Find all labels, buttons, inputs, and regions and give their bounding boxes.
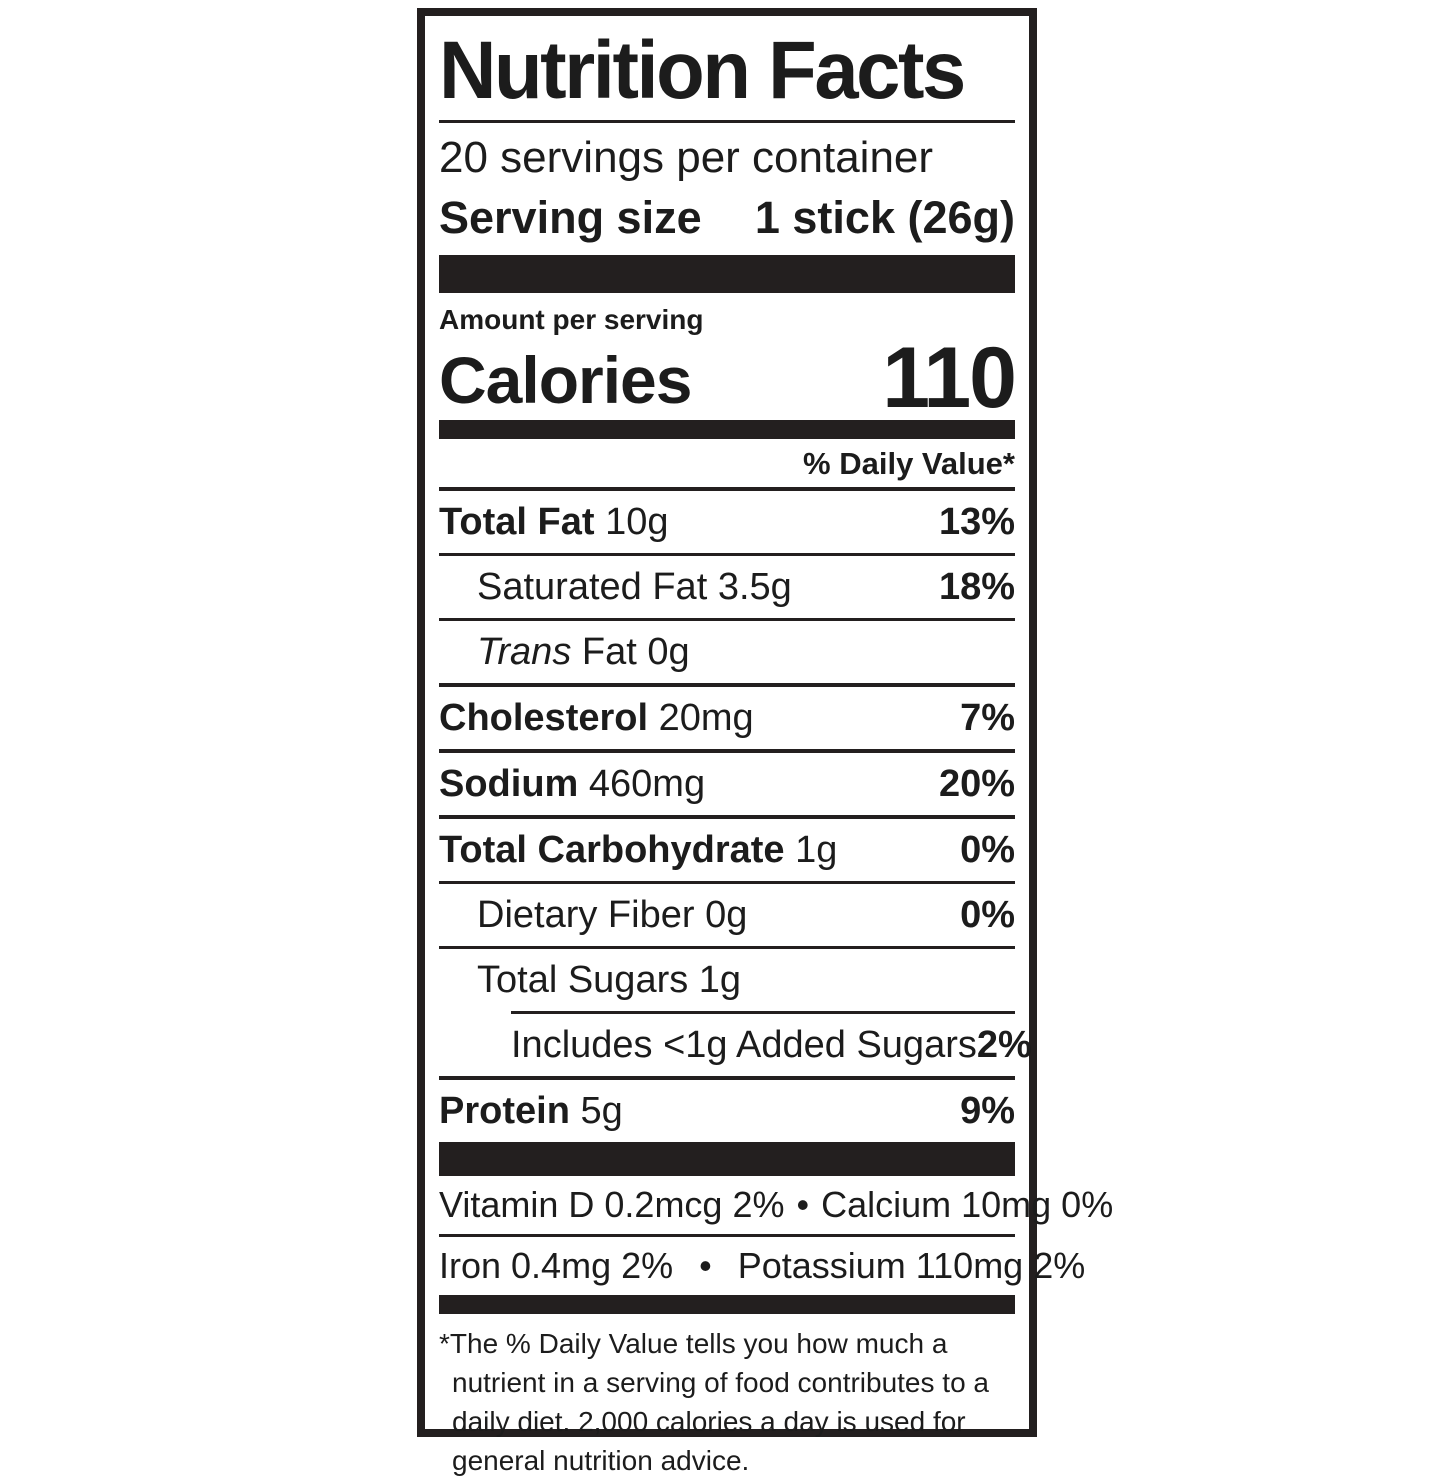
trans-fat-name: Trans Fat 0g bbox=[477, 631, 690, 673]
daily-value-header: % Daily Value* bbox=[803, 446, 1015, 481]
iron-value: Iron 0.4mg 2% bbox=[439, 1245, 674, 1286]
potassium-value: Potassium 110mg 2% bbox=[737, 1245, 1086, 1286]
calories-row: Calories 110 bbox=[439, 330, 1017, 426]
serving-size-row: Serving size 1 stick (26g) bbox=[439, 189, 1015, 255]
cholesterol-name: Cholesterol 20mg bbox=[439, 697, 754, 739]
dietary-fiber-name: Dietary Fiber 0g bbox=[477, 894, 748, 936]
protein-dv: 9% bbox=[960, 1090, 1015, 1132]
rule-after-trans-fat bbox=[439, 683, 1015, 687]
calories-value: 110 bbox=[882, 330, 1017, 426]
bar-after-micronutrients bbox=[439, 1295, 1015, 1314]
thick-bar-after-serving-size bbox=[439, 255, 1015, 293]
total-fat-dv: 13% bbox=[938, 501, 1015, 543]
bar-under-calories bbox=[439, 420, 1015, 439]
nutrition-facts-inner: Nutrition Facts 20 servings per containe… bbox=[425, 22, 1113, 1476]
amount-per-serving-label: Amount per serving bbox=[439, 304, 704, 335]
dietary-fiber-dv: 0% bbox=[960, 894, 1015, 936]
row-sodium: Sodium 460mg 20% bbox=[439, 753, 1015, 815]
rule-after-total-carbohydrate bbox=[439, 881, 1015, 884]
rule-between-micronutrient-rows bbox=[439, 1234, 1015, 1237]
servings-per-container: 20 servings per container bbox=[439, 133, 934, 182]
row-protein: Protein 5g 9% bbox=[439, 1080, 1015, 1142]
total-carbohydrate-name: Total Carbohydrate 1g bbox=[439, 829, 838, 871]
rule-partial-wrap-added-sugars bbox=[439, 1011, 1015, 1014]
cholesterol-dv: 7% bbox=[960, 697, 1015, 739]
rule-after-saturated-fat bbox=[439, 618, 1015, 621]
calories-label: Calories bbox=[439, 343, 692, 417]
label-title: Nutrition Facts bbox=[439, 25, 966, 116]
calcium-value: Calcium 10mg 0% bbox=[821, 1184, 1114, 1225]
total-sugars-name: Total Sugars 1g bbox=[477, 959, 742, 1001]
row-micronutrients-2: Iron 0.4mg 2% • Potassium 110mg 2% bbox=[439, 1237, 1085, 1295]
rule-after-dietary-fiber bbox=[439, 946, 1015, 949]
bullet-separator-icon-2: • bbox=[699, 1245, 712, 1286]
added-sugars-dv: 2% bbox=[976, 1024, 1032, 1066]
row-micronutrients-1: Vitamin D 0.2mcg 2% • Calcium 10mg 0% bbox=[439, 1176, 1113, 1234]
row-total-fat: Total Fat 10g 13% bbox=[439, 491, 1015, 553]
rule-after-total-fat bbox=[439, 553, 1015, 556]
total-fat-name: Total Fat 10g bbox=[439, 501, 669, 543]
serving-size-value: 1 stick (26g) bbox=[754, 192, 1015, 243]
rule-before-added-sugars bbox=[511, 1011, 1015, 1014]
sodium-dv: 20% bbox=[938, 763, 1015, 805]
total-carbohydrate-dv: 0% bbox=[960, 829, 1015, 871]
serving-size-label: Serving size bbox=[439, 192, 702, 243]
row-dietary-fiber: Dietary Fiber 0g 0% bbox=[439, 884, 1015, 946]
row-total-carbohydrate: Total Carbohydrate 1g 0% bbox=[439, 819, 1015, 881]
vitamin-d-value: Vitamin D 0.2mcg 2% bbox=[439, 1184, 785, 1225]
thick-bar-after-protein bbox=[439, 1142, 1015, 1176]
rule-under-daily-value-header bbox=[439, 487, 1015, 491]
bullet-separator-icon: • bbox=[796, 1184, 810, 1225]
saturated-fat-dv: 18% bbox=[938, 566, 1015, 608]
protein-name: Protein 5g bbox=[439, 1090, 623, 1132]
rule-after-added-sugars bbox=[439, 1076, 1015, 1080]
daily-value-footnote: *The % Daily Value tells you how much a … bbox=[439, 1328, 989, 1476]
added-sugars-name: Includes <1g Added Sugars bbox=[511, 1024, 977, 1066]
row-saturated-fat: Saturated Fat 3.5g 18% bbox=[439, 556, 1015, 618]
row-trans-fat: Trans Fat 0g bbox=[439, 621, 1015, 683]
rule-after-sodium bbox=[439, 815, 1015, 819]
rule-under-title bbox=[439, 120, 1015, 123]
rule-after-cholesterol bbox=[439, 749, 1015, 753]
row-added-sugars: Includes <1g Added Sugars 2% bbox=[439, 1014, 1032, 1076]
row-total-sugars: Total Sugars 1g bbox=[439, 949, 1015, 1011]
sodium-name: Sodium 460mg bbox=[439, 763, 706, 805]
nutrition-facts-label: Nutrition Facts 20 servings per containe… bbox=[417, 8, 1113, 1476]
saturated-fat-name: Saturated Fat 3.5g bbox=[477, 566, 792, 608]
row-cholesterol: Cholesterol 20mg 7% bbox=[439, 687, 1015, 749]
